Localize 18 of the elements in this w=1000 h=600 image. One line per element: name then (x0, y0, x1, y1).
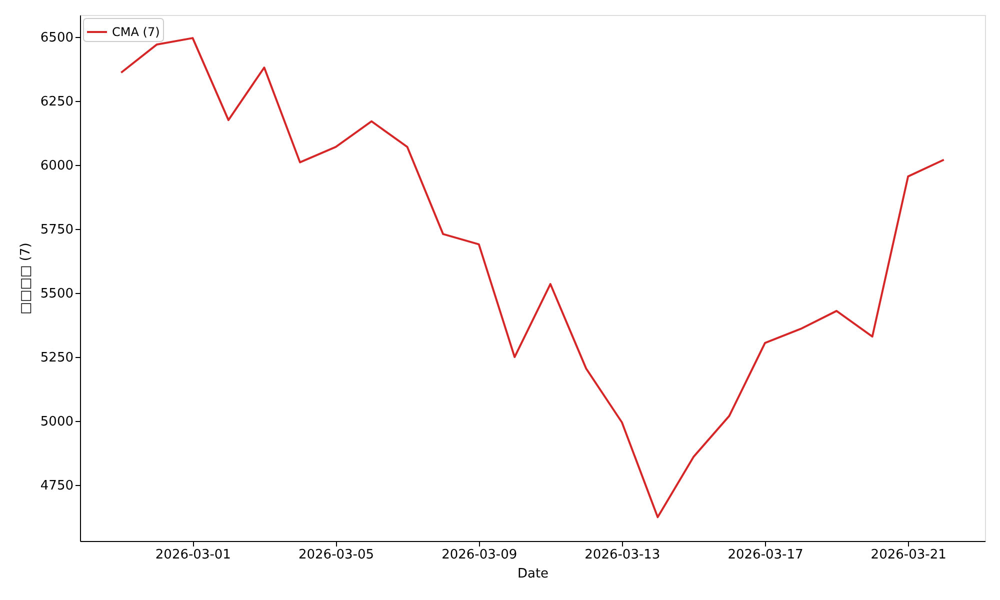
y-tick-label: 6000 (40, 158, 74, 174)
y-tick-label: 5250 (40, 350, 74, 366)
y-tick-label: 6250 (40, 94, 74, 110)
line-series (120, 37, 945, 518)
x-tick-label: 2026-03-21 (870, 548, 946, 562)
x-axis-title: Date (517, 566, 549, 582)
legend-label: CMA (7) (112, 25, 160, 39)
x-tick-label: 2026-03-05 (298, 548, 374, 562)
y-tick-label: 5500 (40, 286, 74, 302)
y-axis-title: □□□□ (7) (18, 242, 34, 314)
x-tick-label: 2026-03-01 (155, 548, 231, 562)
y-tick-label: 6500 (40, 30, 74, 46)
x-tick-label: 2026-03-09 (442, 548, 518, 562)
y-tick-label: 5000 (40, 414, 74, 430)
y-tick-label: 4750 (40, 478, 74, 494)
x-tick-label: 2026-03-13 (584, 548, 660, 562)
y-tick-label: 5750 (40, 222, 74, 238)
x-tick-label: 2026-03-17 (728, 548, 804, 562)
